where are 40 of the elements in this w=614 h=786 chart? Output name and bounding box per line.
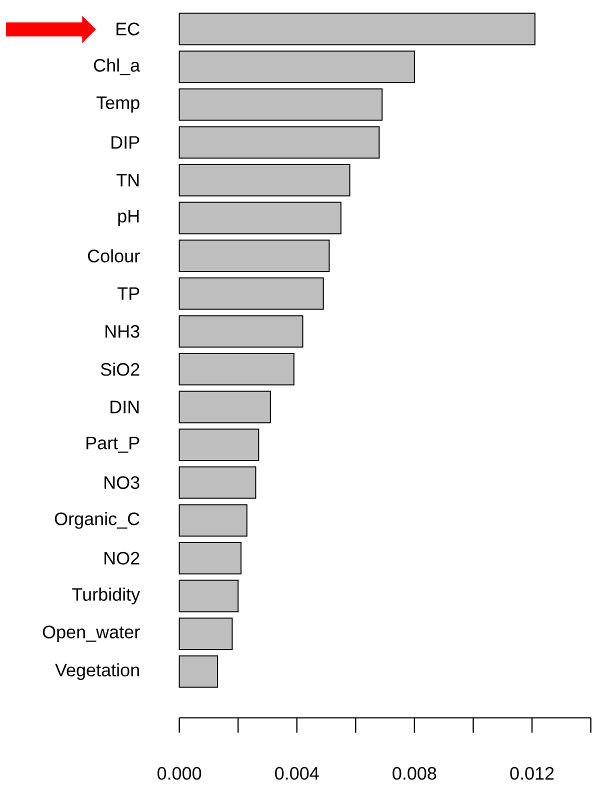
bar (178, 240, 330, 272)
bar (178, 277, 324, 310)
y-tick-label: Vegetation (55, 663, 139, 680)
y-tick-label: Turbidity (72, 588, 140, 604)
bar (178, 88, 383, 121)
bar (178, 12, 536, 46)
y-tick-label: EC (116, 22, 140, 36)
y-tick-label: Chl_a (94, 58, 140, 76)
bar (178, 315, 304, 348)
bar (178, 164, 350, 196)
x-tick-label: 0.000 (157, 766, 202, 780)
y-tick-label: NO2 (104, 552, 140, 565)
x-tick-label: 0.004 (275, 766, 319, 780)
y-tick-label: Part_P (86, 436, 140, 453)
x-tick-label: 0.008 (392, 766, 436, 780)
bar (178, 50, 415, 84)
y-tick-label: NH3 (106, 325, 140, 338)
y-tick-label: Open_water (42, 626, 140, 642)
bar (178, 428, 260, 462)
bar (178, 466, 256, 499)
bar (178, 542, 242, 574)
y-tick-label: Temp (96, 96, 140, 113)
bar (178, 126, 380, 159)
y-tick-label: Organic_C (54, 512, 140, 529)
y-tick-label: TP (118, 287, 140, 300)
bar (178, 655, 218, 688)
bar (178, 353, 294, 386)
bar (178, 504, 248, 537)
bar (178, 618, 233, 650)
y-tick-label: NO3 (104, 476, 140, 489)
bar (178, 580, 239, 612)
y-tick-label: DIN (110, 400, 139, 414)
y-tick-label: SiO2 (100, 362, 140, 376)
bar (178, 202, 342, 234)
bar (178, 390, 271, 424)
x-tick-label: 0.012 (510, 766, 554, 780)
y-tick-label: TN (116, 174, 139, 186)
y-tick-label: DIP (112, 136, 140, 149)
y-tick-label: pH (118, 210, 139, 226)
y-tick-label: Colour (88, 249, 140, 262)
